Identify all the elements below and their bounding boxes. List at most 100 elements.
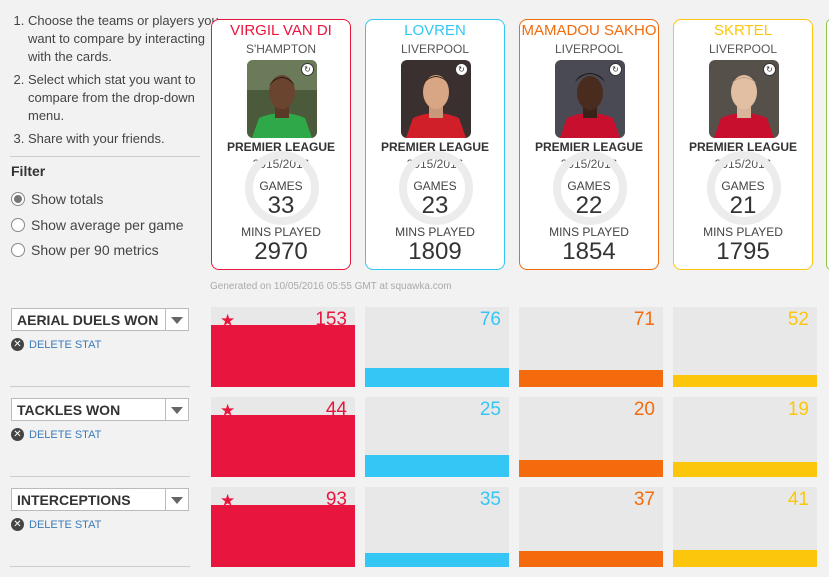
- filter-show-average[interactable]: Show average per game: [11, 217, 184, 233]
- stat-select-aerial-duels[interactable]: AERIAL DUELS WON: [11, 308, 189, 331]
- player-card[interactable]: SKRTEL LIVERPOOL ↻ PREMIER LEAGUE 2015/2…: [673, 19, 813, 270]
- stat-bar: [211, 415, 355, 477]
- stat-bar: [211, 505, 355, 567]
- games-value: 22: [575, 192, 603, 219]
- player-league: PREMIER LEAGUE: [688, 140, 797, 154]
- games-value: 33: [267, 192, 295, 219]
- player-card[interactable]: MAMADOU SAKHO LIVERPOOL ↻ PREMIER LEAGUE…: [519, 19, 659, 270]
- divider: [10, 386, 190, 387]
- stat-value: 71: [633, 309, 655, 330]
- player-card[interactable]: VIRGIL VAN DI S'HAMPTON ↻ PREMIER LEAGUE…: [211, 19, 351, 270]
- stat-select-tackles[interactable]: TACKLES WON: [11, 398, 189, 421]
- chevron-down-icon[interactable]: [165, 399, 188, 420]
- delete-stat-button[interactable]: ✕ DELETE STAT: [11, 518, 101, 531]
- filter-show-per-90[interactable]: Show per 90 metrics: [11, 242, 159, 258]
- mins-label: MINS PLAYED: [549, 225, 629, 239]
- filter-heading: Filter: [11, 163, 46, 179]
- close-icon: ✕: [11, 428, 24, 441]
- stat-value: 41: [787, 489, 809, 510]
- ring-decoration: [707, 151, 781, 225]
- player-card[interactable]: LOVREN LIVERPOOL ↻ PREMIER LEAGUE 2015/2…: [365, 19, 505, 270]
- player-photo: ↻: [555, 60, 625, 138]
- stat-select-interceptions[interactable]: INTERCEPTIONS: [11, 488, 189, 511]
- stat-cell: 19: [673, 397, 817, 477]
- stat-value: 35: [479, 489, 501, 510]
- filter-option-label: Show per 90 metrics: [31, 242, 159, 258]
- games-label: GAMES: [567, 179, 611, 193]
- generated-note: Generated on 10/05/2016 05:55 GMT at squ…: [210, 281, 452, 292]
- stat-value: 19: [787, 399, 809, 420]
- stat-cell: ★ 93: [211, 487, 355, 567]
- radio-icon[interactable]: [11, 243, 25, 257]
- games-value: 23: [421, 192, 449, 219]
- player-name: SKRTEL: [713, 22, 773, 39]
- stat-cell: 41: [673, 487, 817, 567]
- stat-bar: [211, 325, 355, 387]
- filter-show-totals[interactable]: Show totals: [11, 191, 103, 207]
- stat-cell: 37: [519, 487, 663, 567]
- mins-value: 1809: [408, 238, 462, 265]
- chevron-down-icon[interactable]: [165, 489, 188, 510]
- stat-cell: 20: [519, 397, 663, 477]
- stat-value: 20: [633, 399, 655, 420]
- player-league: PREMIER LEAGUE: [534, 140, 643, 154]
- instructions-list: Choose the teams or players you want to …: [10, 12, 223, 153]
- divider: [10, 566, 190, 567]
- delete-stat-button[interactable]: ✕ DELETE STAT: [11, 338, 101, 351]
- stat-bar: [519, 460, 663, 477]
- stat-cell: 71: [519, 307, 663, 387]
- mins-value: 1854: [562, 238, 616, 265]
- mins-label: MINS PLAYED: [241, 225, 321, 239]
- filter-option-label: Show totals: [31, 191, 104, 207]
- instruction-item: Select which stat you want to compare fr…: [28, 71, 223, 125]
- delete-stat-label: DELETE STAT: [29, 518, 102, 531]
- stat-cell: 25: [365, 397, 509, 477]
- chevron-down-icon[interactable]: [165, 309, 188, 330]
- player-name: MAMADOU SAKHO: [521, 22, 657, 39]
- stat-bar: [365, 552, 509, 567]
- swap-icon[interactable]: ↻: [609, 63, 622, 76]
- stat-cell: 35: [365, 487, 509, 567]
- ring-decoration: [245, 151, 319, 225]
- player-name: VIRGIL VAN DI: [230, 22, 332, 39]
- player-club: LIVERPOOL: [708, 42, 778, 56]
- stat-bar: [365, 368, 509, 387]
- swap-icon[interactable]: ↻: [455, 63, 468, 76]
- stat-value: 52: [787, 309, 809, 330]
- stat-cell: ★ 44: [211, 397, 355, 477]
- player-photo: ↻: [709, 60, 779, 138]
- games-label: GAMES: [413, 179, 457, 193]
- divider: [10, 476, 190, 477]
- stat-bar: [673, 549, 817, 567]
- stat-bar: [519, 550, 663, 567]
- radio-icon[interactable]: [11, 218, 25, 232]
- stat-cell: 52: [673, 307, 817, 387]
- divider: [10, 156, 200, 157]
- swap-icon[interactable]: ↻: [763, 63, 776, 76]
- radio-checked-icon[interactable]: [11, 192, 25, 206]
- delete-stat-button[interactable]: ✕ DELETE STAT: [11, 428, 101, 441]
- stat-select-label: TACKLES WON: [17, 402, 121, 418]
- close-icon: ✕: [11, 518, 24, 531]
- stat-value: 44: [325, 399, 347, 420]
- ring-decoration: [553, 151, 627, 225]
- player-club: LIVERPOOL: [400, 42, 470, 56]
- stat-cell: 76: [365, 307, 509, 387]
- player-club: S'HAMPTON: [245, 42, 317, 56]
- player-league: PREMIER LEAGUE: [380, 140, 489, 154]
- stat-select-label: AERIAL DUELS WON: [17, 312, 159, 328]
- mins-value: 1795: [716, 238, 770, 265]
- star-icon: ★: [220, 401, 236, 420]
- swap-icon[interactable]: ↻: [301, 63, 314, 76]
- stat-value: 37: [633, 489, 655, 510]
- games-value: 21: [729, 192, 757, 219]
- instruction-item: Share with your friends.: [28, 130, 223, 148]
- filter-option-label: Show average per game: [31, 217, 184, 233]
- instruction-item: Choose the teams or players you want to …: [28, 12, 223, 66]
- star-icon: ★: [220, 491, 236, 510]
- stat-bar: [365, 455, 509, 477]
- games-label: GAMES: [259, 179, 303, 193]
- stat-select-label: INTERCEPTIONS: [17, 492, 131, 508]
- stat-bar: [673, 461, 817, 477]
- stat-bar: [673, 374, 817, 387]
